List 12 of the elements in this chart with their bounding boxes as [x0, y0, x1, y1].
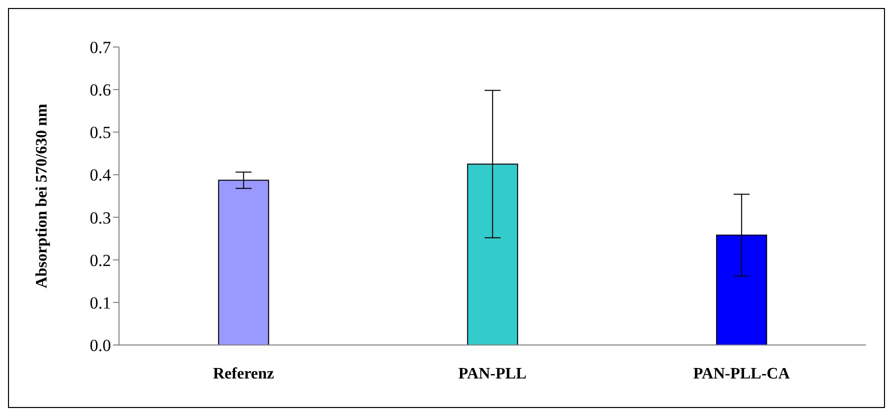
y-tick-label: 0.1 — [90, 293, 111, 312]
x-tick-label: Referenz — [213, 365, 274, 382]
y-tick-label: 0.7 — [90, 38, 112, 58]
y-tick-label: 0.6 — [90, 80, 111, 100]
y-tick-label: 0.0 — [90, 336, 111, 356]
y-tick-label: 0.5 — [90, 123, 111, 142]
y-tick-label: 0.4 — [90, 166, 112, 185]
y-tick-label: 0.3 — [90, 208, 111, 228]
y-axis-title: Absorption bei 570/630 nm — [34, 103, 51, 288]
y-tick-label: 0.2 — [90, 250, 111, 270]
x-tick-label: PAN-PLL — [458, 365, 527, 382]
x-tick-label: PAN-PLL-CA — [693, 365, 790, 382]
